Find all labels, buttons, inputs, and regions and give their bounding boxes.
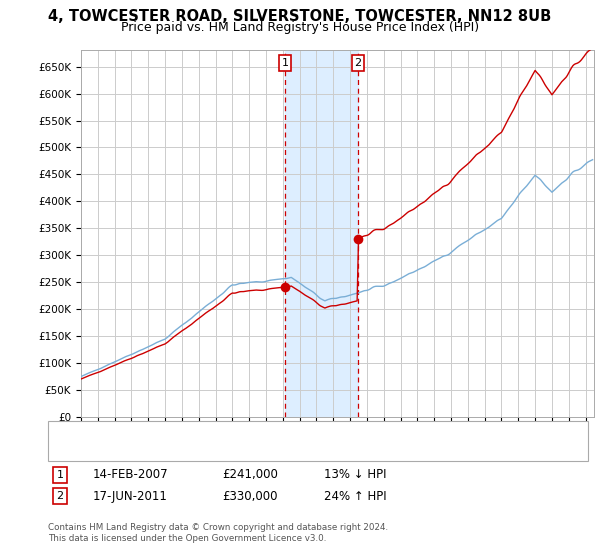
Bar	[285, 50, 358, 417]
Text: 2: 2	[354, 58, 361, 68]
Text: 13% ↓ HPI: 13% ↓ HPI	[324, 468, 386, 482]
Text: £330,000: £330,000	[222, 489, 277, 503]
Text: 4, TOWCESTER ROAD, SILVERSTONE, TOWCESTER,  NN12 8UB (detached house): 4, TOWCESTER ROAD, SILVERSTONE, TOWCESTE…	[91, 426, 492, 436]
Text: Contains HM Land Registry data © Crown copyright and database right 2024.
This d: Contains HM Land Registry data © Crown c…	[48, 524, 388, 543]
Text: ——: ——	[63, 424, 88, 438]
Text: 1: 1	[281, 58, 289, 68]
Text: 24% ↑ HPI: 24% ↑ HPI	[324, 489, 386, 503]
Text: HPI: Average price, detached house, West Northamptonshire: HPI: Average price, detached house, West…	[91, 443, 394, 453]
Text: Price paid vs. HM Land Registry's House Price Index (HPI): Price paid vs. HM Land Registry's House …	[121, 21, 479, 34]
Text: ——: ——	[63, 441, 88, 455]
Text: 14-FEB-2007: 14-FEB-2007	[93, 468, 169, 482]
Text: 4, TOWCESTER ROAD, SILVERSTONE, TOWCESTER, NN12 8UB: 4, TOWCESTER ROAD, SILVERSTONE, TOWCESTE…	[49, 9, 551, 24]
Text: 1: 1	[56, 470, 64, 480]
Text: £241,000: £241,000	[222, 468, 278, 482]
Text: 2: 2	[56, 491, 64, 501]
Text: 17-JUN-2011: 17-JUN-2011	[93, 489, 168, 503]
